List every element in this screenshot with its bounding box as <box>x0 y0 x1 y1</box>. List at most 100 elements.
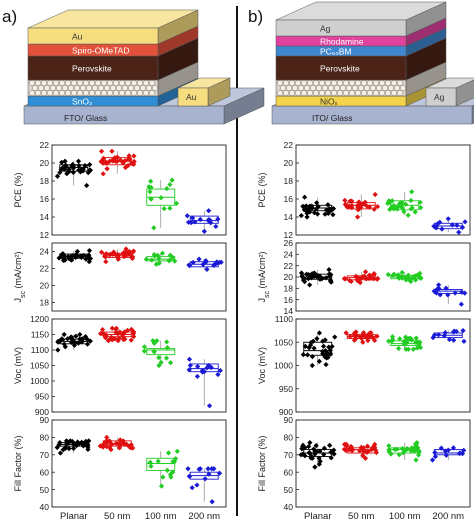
data-point <box>410 274 417 280</box>
data-point <box>413 335 419 341</box>
data-point <box>109 325 115 331</box>
data-point <box>361 201 367 207</box>
data-point <box>83 256 89 262</box>
data-point <box>211 261 218 268</box>
data-point <box>70 161 76 168</box>
data-point <box>189 485 195 491</box>
data-point <box>415 452 422 458</box>
data-point <box>300 451 306 457</box>
data-point <box>360 452 366 459</box>
data-point <box>75 158 82 164</box>
data-point <box>363 275 369 282</box>
data-point <box>108 334 114 340</box>
layer-ag: Ag <box>275 1 447 37</box>
data-point <box>389 334 396 340</box>
data-point <box>186 356 193 362</box>
data-point <box>98 249 105 255</box>
data-point <box>372 191 378 198</box>
data-point <box>190 259 196 266</box>
data-point <box>114 154 120 160</box>
data-point <box>362 199 368 205</box>
data-point <box>128 337 134 343</box>
group-b-jsc-2 <box>385 269 424 285</box>
data-point <box>113 326 119 332</box>
y-tick-label: 20 <box>284 272 294 282</box>
data-point <box>459 224 466 231</box>
data-point <box>73 251 79 258</box>
data-point <box>300 275 307 281</box>
data-point <box>156 362 162 369</box>
data-point <box>305 207 311 213</box>
data-point <box>109 148 115 154</box>
data-point <box>85 253 91 259</box>
y-tick-label: 60 <box>40 467 50 477</box>
data-point <box>148 184 154 190</box>
layer-particles <box>275 61 447 97</box>
data-point <box>103 259 109 265</box>
data-point <box>185 219 192 225</box>
data-point <box>70 337 76 343</box>
data-point <box>347 198 353 204</box>
data-point <box>413 339 419 346</box>
data-point <box>111 249 117 255</box>
data-point <box>409 189 415 195</box>
layer-label-spiro: Spiro-OMeTAD <box>72 46 129 56</box>
data-point <box>445 447 451 453</box>
layer-label-fto: FTO/ Glass <box>64 113 107 123</box>
data-point <box>156 355 162 361</box>
data-point <box>359 445 366 451</box>
data-point <box>205 466 211 472</box>
data-point <box>124 327 131 334</box>
data-point <box>405 346 411 352</box>
data-point <box>116 335 122 342</box>
group-a-voc-2 <box>141 338 176 369</box>
data-point <box>104 434 110 440</box>
data-point <box>215 371 221 378</box>
data-point <box>308 204 315 210</box>
data-point <box>148 463 154 469</box>
data-point <box>391 271 397 277</box>
data-point <box>213 223 219 230</box>
y-tick-label: 70 <box>40 450 50 460</box>
data-point <box>432 449 438 456</box>
data-point <box>65 336 71 342</box>
data-point <box>72 340 78 346</box>
data-point <box>341 446 347 452</box>
group-b-voc-3 <box>430 328 467 344</box>
data-point <box>79 440 85 446</box>
data-point <box>304 214 310 220</box>
data-point <box>308 340 314 346</box>
x-tick-label: 100 nm <box>145 511 177 520</box>
data-point <box>60 447 66 453</box>
data-point <box>71 342 78 348</box>
data-point <box>409 445 415 451</box>
data-point <box>206 218 212 224</box>
chart-a-voc: 900 950 1000 1050 1100 1150 1200 Voc (mV) <box>13 314 227 417</box>
data-point <box>100 171 106 177</box>
data-point <box>71 441 77 448</box>
data-point <box>125 162 131 169</box>
data-point <box>311 446 317 452</box>
data-point <box>414 447 420 453</box>
data-point <box>457 450 463 456</box>
data-point <box>385 272 391 278</box>
data-point <box>199 369 206 375</box>
y-tick-label: 22 <box>284 261 294 271</box>
data-point <box>386 443 392 449</box>
x-tick-label: Planar <box>60 511 87 520</box>
group-b-pce-3 <box>431 216 468 235</box>
data-point <box>216 470 223 476</box>
data-point <box>327 278 334 284</box>
data-point <box>373 449 379 456</box>
data-point <box>308 342 314 348</box>
data-point <box>414 272 420 278</box>
data-point <box>194 482 200 488</box>
data-point <box>84 182 90 189</box>
data-point <box>87 338 93 344</box>
data-point <box>417 270 423 276</box>
data-point <box>443 452 449 458</box>
data-point <box>83 439 90 445</box>
data-point <box>365 337 371 344</box>
data-point <box>156 260 162 266</box>
